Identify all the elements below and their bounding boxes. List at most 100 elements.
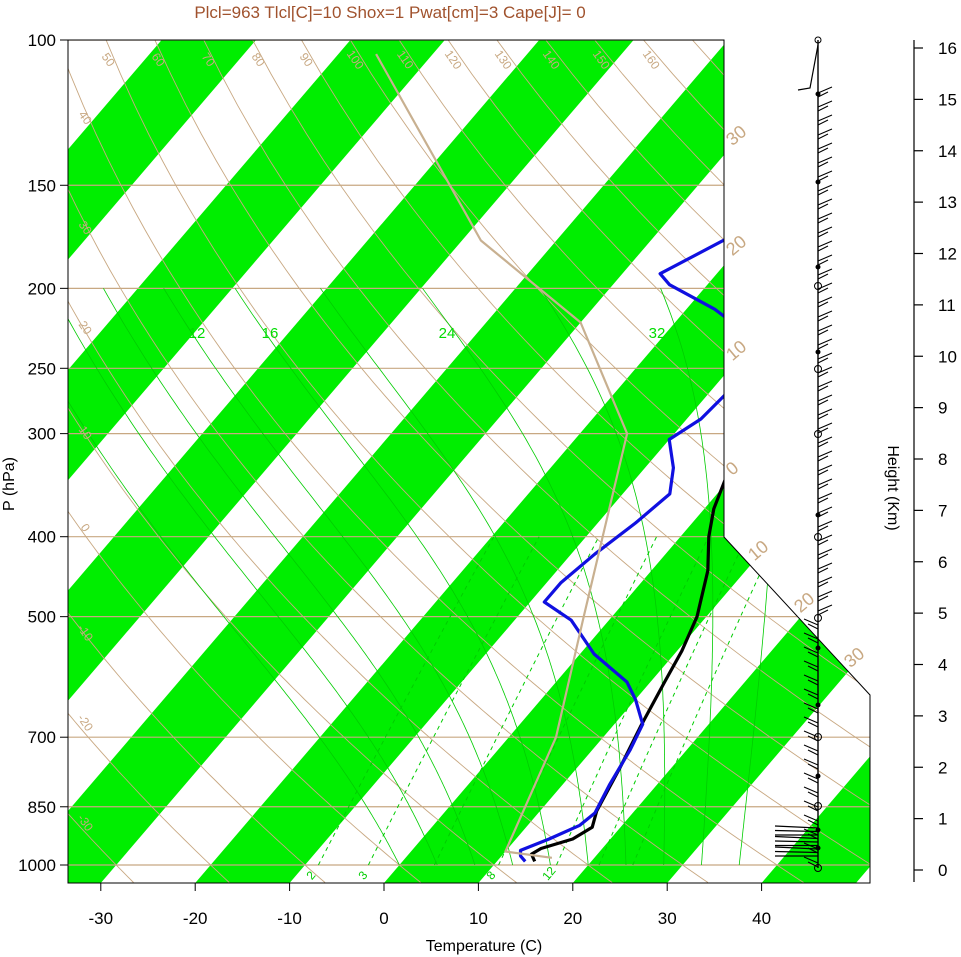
moist-adiabat-28: [539, 288, 666, 866]
wind-barb: [817, 184, 833, 192]
y-tick-label-500: 500: [28, 608, 56, 627]
moist-adiabat-16: [234, 288, 551, 866]
wind-barb: [817, 315, 829, 322]
wind-station-marker: [815, 773, 821, 779]
y-axis: 100 150 200 250 300 400 500 700 850 1000: [18, 31, 69, 883]
y-tick-label-400: 400: [28, 528, 56, 547]
wind-station-marker: [814, 614, 822, 622]
wind-station-marker: [814, 282, 822, 290]
wind-barb: [817, 455, 829, 462]
moist-label-24: 24: [439, 325, 456, 342]
x-tick-label--30: -30: [89, 909, 114, 928]
wind-barb: [803, 856, 819, 864]
y-tick-label-850: 850: [28, 798, 56, 817]
wind-barb: [817, 450, 833, 458]
wind-barb: [817, 567, 829, 574]
moist-adiabat-20: [320, 288, 589, 866]
height-tick-label-7: 7: [938, 501, 947, 520]
wind-barb-low: [774, 829, 819, 833]
isotherm-label-50: 50: [99, 50, 118, 69]
dry-adiabat-10: [68, 40, 517, 883]
isotherm-label-80: 80: [249, 50, 268, 69]
dry-adiabat-20: [68, 40, 613, 883]
wind-barb: [807, 693, 819, 700]
series-parcel: [375, 53, 629, 859]
wind-station-marker: [814, 802, 822, 810]
dry-adiabat-50: [105, 40, 870, 883]
wind-top-marker: [814, 36, 822, 44]
wind-barb: [803, 618, 819, 626]
wind-barb: [817, 217, 829, 224]
x-tick-label--10: -10: [277, 909, 302, 928]
wind-barb: [817, 441, 829, 448]
mixing-label-3: 3: [355, 868, 370, 882]
height-tick-label-6: 6: [938, 553, 947, 572]
wind-station-marker: [814, 533, 822, 541]
wind-barb: [803, 702, 819, 710]
dry-adiabat-100: [350, 40, 870, 883]
temperature-band-5: [68, 40, 291, 883]
height-tick-label-15: 15: [938, 90, 957, 109]
wind-barb: [817, 581, 829, 588]
wind-barb: [817, 100, 833, 108]
wind-barb: [817, 408, 833, 416]
wind-barb: [803, 688, 819, 696]
moist-adiabat-32: [660, 288, 714, 866]
wind-barb: [817, 119, 829, 126]
y-tick-label-200: 200: [28, 279, 56, 298]
dry-adiabat--20: [68, 40, 230, 883]
wind-barb: [817, 590, 833, 598]
wind-barb: [817, 91, 829, 98]
wind-barb: [807, 791, 819, 798]
wind-barb: [817, 525, 829, 532]
wind-barb: [817, 142, 833, 150]
wind-barb: [817, 576, 833, 584]
wind-barb: [803, 814, 819, 822]
wind-station-marker: [815, 179, 821, 185]
mixing-ratio-3: [367, 536, 540, 866]
wind-station-marker: [814, 864, 822, 872]
moist-label-32: 32: [649, 325, 666, 342]
wind-barb: [817, 520, 833, 528]
x-axis-label: Temperature (C): [426, 938, 542, 955]
height-tick-label-0: 0: [938, 861, 947, 880]
temperature-band-6: [68, 40, 480, 883]
height-tick-label-9: 9: [938, 399, 947, 418]
dry-adiabat--10: [68, 40, 326, 883]
wind-barb: [817, 301, 829, 308]
wind-barb: [807, 763, 819, 770]
left-edge-label-6: -20: [75, 712, 97, 735]
temperature-band-11: [572, 40, 870, 883]
wind-barb: [803, 660, 819, 668]
dry-adiabat-110: [398, 40, 870, 883]
wind-barb: [817, 357, 829, 364]
right-edge-label-1: 20: [722, 231, 750, 259]
wind-barb: [817, 105, 829, 112]
wind-barb: [817, 492, 833, 500]
dry-adiabat--30: [68, 40, 134, 883]
height-tick-label-10: 10: [938, 347, 957, 366]
wind-barb: [817, 86, 833, 94]
mixing-ratio-16: [598, 536, 748, 866]
wind-barb-low: [774, 846, 819, 850]
wind-barb: [817, 296, 833, 304]
height-tick-label-3: 3: [938, 707, 947, 726]
wind-barb: [817, 380, 833, 388]
wind-barb: [817, 324, 833, 332]
wind-barb: [817, 399, 829, 406]
wind-barb: [817, 422, 833, 430]
isotherm-label-160: 160: [640, 47, 663, 72]
wind-station-marker: [814, 365, 822, 373]
wind-barb-low: [774, 840, 819, 843]
wind-barb: [817, 128, 833, 136]
moist-label-12: 12: [189, 325, 206, 342]
y-axis-label: P (hPa): [1, 457, 18, 511]
x-tick-label-0: 0: [379, 909, 388, 928]
dry-adiabat-70: [203, 40, 870, 883]
wind-barb: [817, 310, 833, 318]
wind-barb: [817, 226, 833, 234]
moist-adiabat-12: [163, 288, 514, 866]
moist-adiabat-0: [68, 288, 400, 866]
wind-barb: [817, 371, 829, 378]
